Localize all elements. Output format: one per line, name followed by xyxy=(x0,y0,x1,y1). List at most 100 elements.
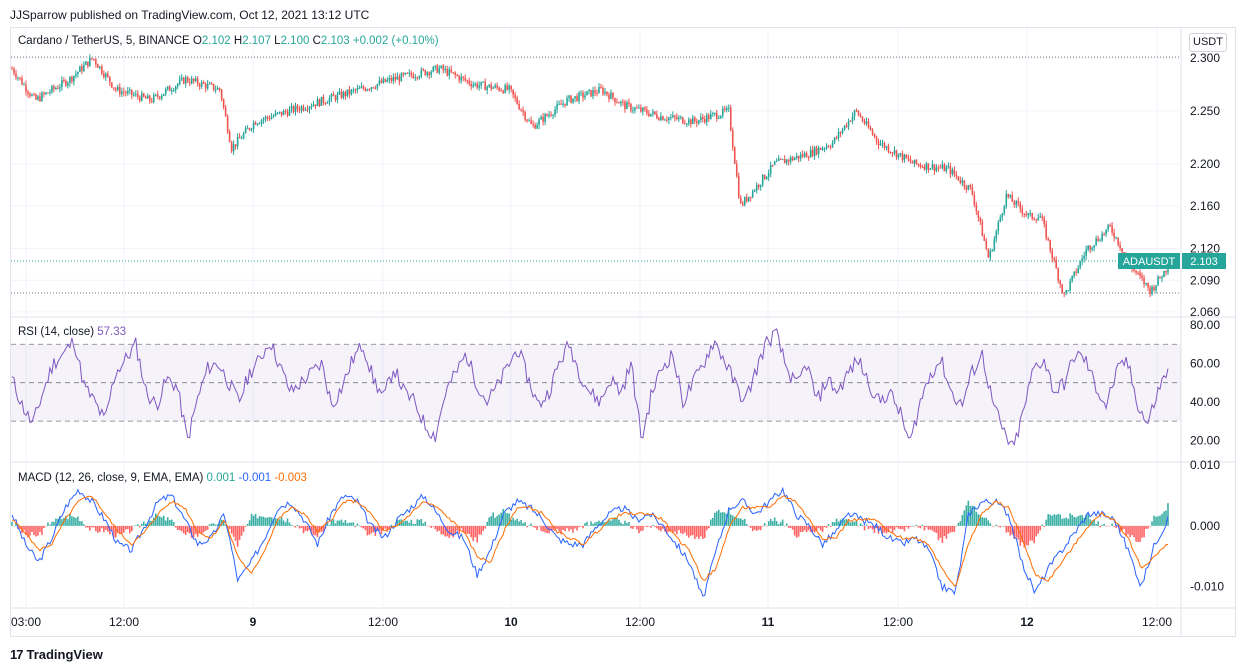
macd-histogram-bar xyxy=(873,525,876,533)
macd-histogram-bar xyxy=(494,517,496,526)
macd-histogram-bar xyxy=(662,525,664,529)
macd-histogram-bar xyxy=(1049,514,1052,526)
candle-body xyxy=(166,86,169,90)
macd-histogram-bar xyxy=(13,525,15,527)
macd-histogram-bar xyxy=(172,522,175,526)
candle-body xyxy=(494,85,496,88)
macd-histogram-bar xyxy=(23,525,25,531)
macd-histogram-bar xyxy=(77,516,79,526)
candle-body xyxy=(532,123,534,126)
rsi-label[interactable]: RSI (14, close) xyxy=(18,326,95,338)
macd-histogram-bar xyxy=(787,525,790,528)
candle-body xyxy=(53,86,55,89)
macd-histogram-bar xyxy=(258,516,261,526)
candle-body xyxy=(81,66,83,72)
candle-body xyxy=(833,137,836,143)
candle-body xyxy=(630,103,632,111)
footer-brand[interactable]: 17 TradingView xyxy=(10,647,103,662)
macd-histogram-bar xyxy=(45,525,47,527)
candle-body xyxy=(240,138,243,140)
macd-histogram-bar xyxy=(698,525,700,539)
candle-body xyxy=(1101,233,1103,241)
candle-body xyxy=(572,98,574,103)
candle-body xyxy=(31,94,33,96)
candle-body xyxy=(969,185,972,188)
candle-body xyxy=(428,72,431,76)
macd-histogram-bar xyxy=(927,525,930,530)
price-tick-label: 2.160 xyxy=(1190,199,1220,213)
candle-body xyxy=(775,161,778,163)
chart-frame[interactable] xyxy=(10,27,1236,637)
macd-histogram-bar xyxy=(426,525,429,527)
macd-histogram-bar xyxy=(210,523,213,526)
macd-histogram-bar xyxy=(1019,525,1022,546)
candle-body xyxy=(604,91,606,94)
candle-body xyxy=(298,109,301,111)
macd-histogram-bar xyxy=(853,521,856,526)
symbol-label[interactable]: Cardano / TetherUS, 5, BINANCE xyxy=(18,35,190,47)
macd-histogram-bar xyxy=(1059,514,1061,526)
macd-histogram-bar xyxy=(282,520,285,526)
candle-body xyxy=(915,159,918,164)
macd-histogram-bar xyxy=(119,525,121,535)
candle-body xyxy=(150,100,153,102)
candle-body xyxy=(522,110,524,113)
candle-body xyxy=(448,69,451,76)
candle-body xyxy=(676,117,678,120)
macd-histogram-bar xyxy=(556,525,558,529)
macd-histogram-bar xyxy=(65,515,67,526)
macd-histogram-bar xyxy=(713,512,716,526)
macd-histogram-bar xyxy=(949,525,952,533)
candle-body xyxy=(198,84,201,87)
candle-body xyxy=(340,91,343,98)
macd-histogram-bar xyxy=(981,517,984,526)
candle-body xyxy=(414,77,417,79)
candle-body xyxy=(254,122,257,125)
candle-body xyxy=(266,116,269,118)
macd-histogram-bar xyxy=(819,525,822,531)
candle-body xyxy=(1119,244,1121,249)
candle-body xyxy=(544,114,546,122)
candle-body xyxy=(324,102,327,104)
candle-body xyxy=(620,101,622,104)
candle-body xyxy=(420,69,423,77)
macd-histogram-bar xyxy=(1159,515,1161,526)
macd-histogram-bar xyxy=(192,525,195,538)
macd-histogram-bar xyxy=(955,525,958,527)
candle-body xyxy=(1157,276,1159,286)
x-tick-label: 10 xyxy=(504,615,518,629)
macd-label[interactable]: MACD (12, 26, close, 9, EMA, EMA) xyxy=(18,472,204,484)
candle-body xyxy=(1165,271,1167,273)
macd-histogram-bar xyxy=(560,525,562,535)
candle-body xyxy=(348,89,351,95)
candle-body xyxy=(105,73,107,78)
macd-histogram-bar xyxy=(152,517,155,526)
candle-body xyxy=(989,250,992,258)
macd-histogram-bar xyxy=(795,525,798,538)
candle-body xyxy=(829,146,832,148)
macd-histogram-bar xyxy=(15,522,17,526)
candle-body xyxy=(514,94,516,98)
candle-body xyxy=(853,110,856,117)
candle-body xyxy=(468,80,471,84)
candle-body xyxy=(39,96,41,101)
candle-body xyxy=(49,92,51,94)
candle-body xyxy=(220,89,223,100)
macd-histogram-bar xyxy=(765,525,768,527)
macd-histogram-bar xyxy=(957,522,960,526)
macd-histogram-bar xyxy=(707,525,710,529)
candle-body xyxy=(23,84,25,86)
candle-body xyxy=(1147,282,1149,288)
macd-histogram-bar xyxy=(1095,524,1097,526)
currency-button[interactable]: USDT xyxy=(1189,33,1227,52)
candle-body xyxy=(346,89,349,96)
rsi-legend: RSI (14, close) 57.33 xyxy=(18,326,126,338)
candle-body xyxy=(85,61,87,65)
macd-histogram-bar xyxy=(474,525,476,538)
candle-body xyxy=(825,146,828,149)
candle-body xyxy=(422,69,425,71)
x-tick-label: 12:00 xyxy=(109,615,139,629)
macd-histogram-bar xyxy=(522,523,524,526)
open-value: 2.102 xyxy=(201,35,231,47)
